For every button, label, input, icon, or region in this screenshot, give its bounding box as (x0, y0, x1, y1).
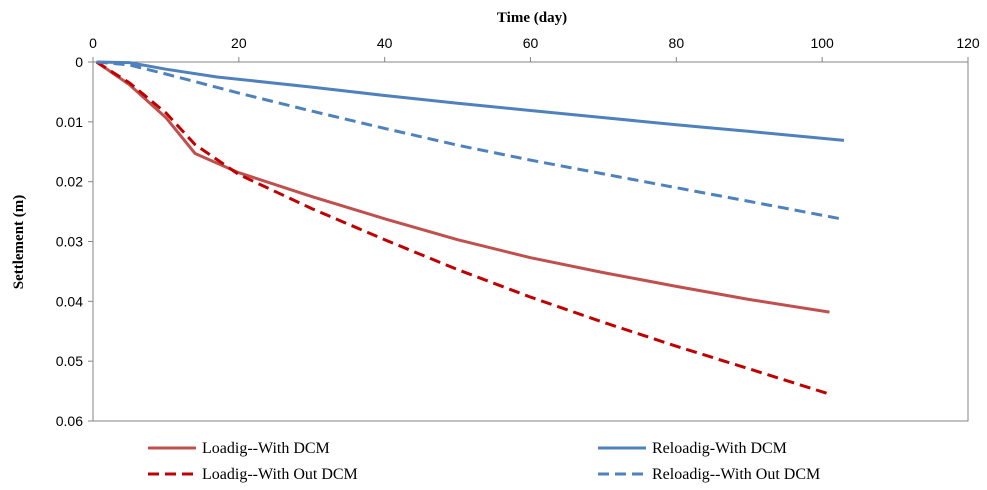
series-line-loadig-with-out-dcm (95, 60, 830, 396)
y-tick-label: 0 (75, 54, 83, 70)
legend-label: Loadig--With Out DCM (202, 466, 358, 483)
series-line-loadig-with-dcm (95, 60, 830, 314)
x-tick-label: 20 (231, 35, 247, 51)
x-tick-label: 60 (523, 35, 539, 51)
x-tick-label: 120 (956, 35, 980, 51)
series-lines (95, 60, 845, 396)
y-tick-label: 0.01 (56, 114, 83, 130)
y-tick-label: 0.06 (56, 413, 83, 429)
x-tick-label: 80 (669, 35, 685, 51)
x-axis-title: Time (day) (497, 10, 567, 26)
axis-ticks: 0 20 40 60 80 100 120 0 0.01 0.02 0.03 0.04 0.05 0.06 (56, 35, 980, 429)
y-tick-label: 0.05 (56, 353, 83, 369)
legend-label: Reloadig-With DCM (652, 440, 787, 457)
x-tick-label: 0 (89, 35, 97, 51)
y-axis-title: Settlement (m) (11, 195, 27, 290)
y-tick-label: 0.02 (56, 174, 83, 190)
y-tick-label: 0.03 (56, 234, 83, 250)
legend-label: Loadig--With DCM (202, 440, 330, 457)
series-line-reloadig-with-out-dcm (96, 60, 845, 221)
y-tick-label: 0.04 (56, 293, 83, 309)
x-tick-label: 100 (810, 35, 834, 51)
series-line-reloadig-with-dcm (96, 60, 845, 142)
x-tick-label: 40 (377, 35, 393, 51)
legend-label: Reloadig--With Out DCM (652, 466, 820, 483)
plot-area-frame (92, 61, 969, 422)
legend: Loadig--With DCM Reloadig-With DCM Loadig-… (148, 440, 820, 483)
